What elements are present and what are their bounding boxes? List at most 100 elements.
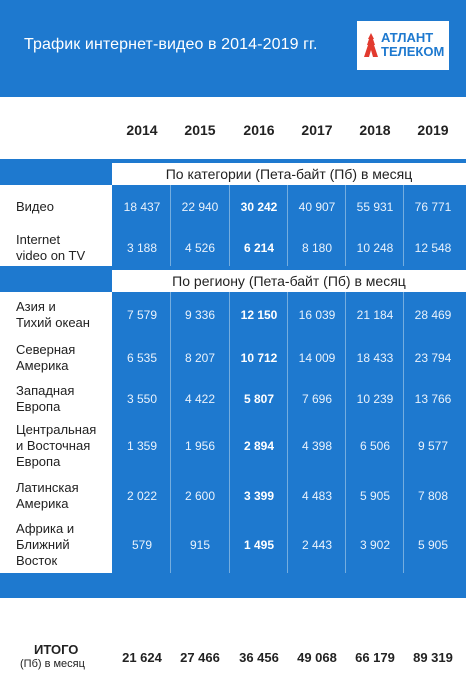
table-cell: 7 808 xyxy=(417,488,449,503)
table-cell: 4 422 xyxy=(184,391,216,406)
table-cell: 10 239 xyxy=(356,391,394,406)
table-cell: 6 506 xyxy=(359,439,391,453)
table-cell: 6 535 xyxy=(126,351,158,365)
table-cell: 3 550 xyxy=(126,391,158,406)
table-cell: 18 437 xyxy=(123,200,161,214)
table-cell: 1 495 xyxy=(243,538,275,552)
year-header: 2016 xyxy=(243,122,275,138)
table-cell: 579 xyxy=(131,538,153,552)
table-cell: 7 696 xyxy=(301,391,333,406)
column-divider xyxy=(287,185,288,266)
column-divider xyxy=(229,185,230,266)
table-cell: 2 894 xyxy=(243,439,275,453)
row-label: Западная xyxy=(16,382,75,398)
row-label: Африка и xyxy=(16,521,75,536)
column-divider xyxy=(345,292,346,573)
table-cell: 3 902 xyxy=(359,538,391,552)
tower-icon xyxy=(364,33,378,57)
table-cell: 9 336 xyxy=(184,307,216,322)
row-label: Северная xyxy=(16,342,76,357)
table-cell: 12 548 xyxy=(414,240,452,255)
table-cell: 8 207 xyxy=(184,351,216,365)
table-cell: 10 712 xyxy=(240,351,278,365)
total-label: ИТОГО xyxy=(34,642,79,657)
row-label: Америка xyxy=(16,495,69,511)
table-cell: 6 214 xyxy=(243,240,275,255)
row-label: Европа xyxy=(16,398,61,414)
year-header: 2014 xyxy=(126,122,158,138)
row-label: Тихий океан xyxy=(16,314,90,330)
section-region-heading: По региону (Пета-байт (Пб) в месяц xyxy=(112,270,466,292)
row-label: Европа xyxy=(16,454,61,469)
table-cell: 915 xyxy=(189,538,211,552)
column-divider xyxy=(403,292,404,573)
table-cell: 13 766 xyxy=(414,391,452,406)
row-label: Центральная xyxy=(16,422,97,437)
total-value: 89 319 xyxy=(413,650,453,665)
page-title: Трафик интернет-видео в 2014-2019 гг. xyxy=(24,36,318,53)
table-cell: 9 577 xyxy=(417,439,449,453)
table-cell: 16 039 xyxy=(298,307,336,322)
column-divider xyxy=(170,292,171,573)
year-header: 2017 xyxy=(301,122,333,138)
table-cell: 10 248 xyxy=(356,240,394,255)
column-divider xyxy=(287,292,288,573)
table-cell: 1 956 xyxy=(184,439,216,453)
year-header: 2019 xyxy=(417,122,449,138)
section-category-heading: По категории (Пета-байт (Пб) в месяц xyxy=(112,163,466,185)
row-label: и Восточная xyxy=(16,438,91,453)
row-label: video on TV xyxy=(16,247,86,263)
total-value: 36 456 xyxy=(239,650,279,665)
table-cell: 5 905 xyxy=(359,488,391,503)
row-label: Восток xyxy=(16,553,58,568)
section-band: По региону (Пета-байт (Пб) в месяц xyxy=(0,266,466,292)
table-cell: 4 483 xyxy=(301,488,333,503)
header: Трафик интернет-видео в 2014-2019 гг. АТ… xyxy=(0,0,466,97)
table-cell: 40 907 xyxy=(298,200,336,214)
column-divider xyxy=(170,185,171,266)
year-header: 2015 xyxy=(184,122,216,138)
table-cell: 28 469 xyxy=(414,307,452,322)
row-label: Азия и xyxy=(16,298,56,314)
table-cell: 5 905 xyxy=(417,538,449,552)
row-label: Видео xyxy=(16,199,54,214)
table-cell: 14 009 xyxy=(298,351,336,365)
total-unit: (Пб) в месяц xyxy=(20,658,85,670)
table-cell: 22 940 xyxy=(181,200,219,214)
atlant-telecom-logo: АТЛАНТ ТЕЛЕКОМ xyxy=(357,21,449,70)
table-cell: 76 771 xyxy=(414,200,452,214)
table-cell: 4 398 xyxy=(301,439,333,453)
row-label: Латинская xyxy=(16,479,79,495)
table-cell: 12 150 xyxy=(240,307,278,322)
section-band: По категории (Пета-байт (Пб) в месяц xyxy=(0,159,466,185)
table-cell: 3 399 xyxy=(243,488,275,503)
table-cell: 8 180 xyxy=(301,240,333,255)
total-value: 27 466 xyxy=(180,650,220,665)
table-cell: 5 807 xyxy=(243,391,275,406)
column-divider xyxy=(345,185,346,266)
table-cell: 2 600 xyxy=(184,488,216,503)
row-label: Internet xyxy=(16,231,61,247)
total-value: 21 624 xyxy=(122,650,162,665)
logo-line2: ТЕЛЕКОМ xyxy=(381,44,445,59)
table-cell: 3 188 xyxy=(126,240,158,255)
years-header-row: 2014 2015 2016 2017 2018 2019 xyxy=(0,97,466,159)
table-cell: 2 443 xyxy=(301,538,333,552)
table-cell: 23 794 xyxy=(414,351,452,365)
logo-line1: АТЛАНТ xyxy=(381,30,434,45)
table-cell: 2 022 xyxy=(126,488,158,503)
column-divider xyxy=(229,292,230,573)
row-label: Америка xyxy=(16,358,69,373)
table-cell: 30 242 xyxy=(240,200,278,214)
table-cell: 7 579 xyxy=(126,307,158,322)
total-row: ИТОГО (Пб) в месяц 21 624 27 466 36 456 49 … xyxy=(0,598,466,700)
table-cell: 4 526 xyxy=(184,240,216,255)
row-labels-column: Азия и Тихий океан Северная Америка Западная… xyxy=(0,292,112,573)
table-cell: 18 433 xyxy=(356,351,394,365)
total-value: 66 179 xyxy=(355,650,395,665)
table-cell: 1 359 xyxy=(126,439,158,453)
total-value: 49 068 xyxy=(297,650,337,665)
row-labels-column: Видео Internet video on TV xyxy=(0,185,112,266)
table-cell: 21 184 xyxy=(356,307,394,322)
